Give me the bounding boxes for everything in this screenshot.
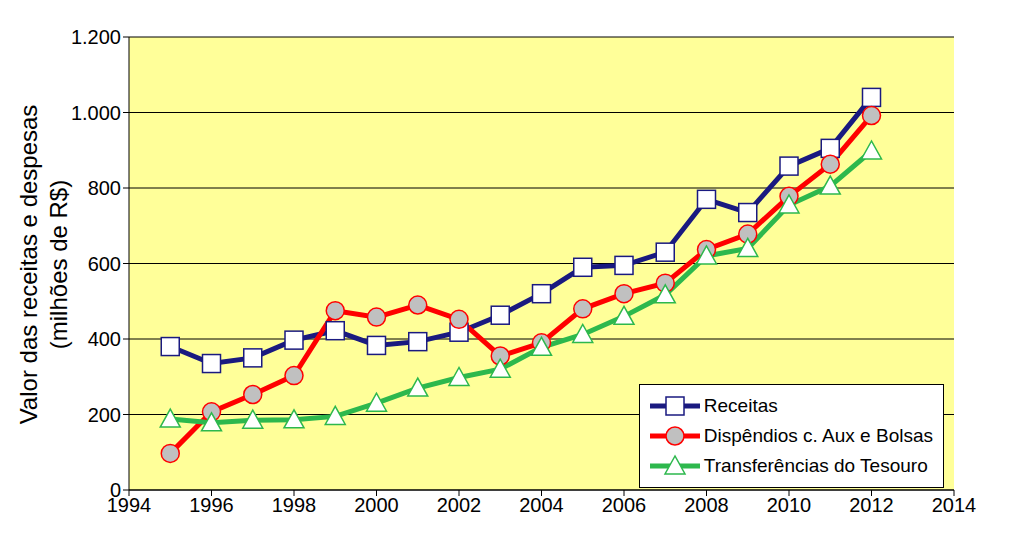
svg-text:2002: 2002 <box>437 494 482 516</box>
svg-text:2000: 2000 <box>354 494 399 516</box>
html-text:Dispêndios c. Aux e Bolsas: Dispêndios c. Aux e Bolsas <box>703 425 933 446</box>
svg-text:200: 200 <box>88 404 121 426</box>
svg-text:400: 400 <box>88 328 121 350</box>
svg-text:2012: 2012 <box>849 494 894 516</box>
html-text:Receitas: Receitas <box>703 395 778 416</box>
svg-text:1.000: 1.000 <box>71 102 121 124</box>
svg-text:800: 800 <box>88 177 121 199</box>
svg-text:1996: 1996 <box>189 494 234 516</box>
svg-text:2006: 2006 <box>602 494 647 516</box>
svg-text:2008: 2008 <box>684 494 729 516</box>
svg-text:2004: 2004 <box>519 494 564 516</box>
svg-text:1994: 1994 <box>106 494 152 517</box>
svg-text:600: 600 <box>88 253 121 275</box>
svg-text:1.200: 1.200 <box>71 26 121 48</box>
svg-text:2010: 2010 <box>767 494 812 516</box>
html-text:Transferências do Tesouro: Transferências do Tesouro <box>703 455 928 476</box>
svg-text:Valor das receitas e despesas(: Valor das receitas e despesas(milhões de… <box>15 105 72 425</box>
svg-text:2014: 2014 <box>932 494 977 516</box>
svg-text:1998: 1998 <box>272 494 317 516</box>
svg-text:0: 0 <box>110 479 121 501</box>
